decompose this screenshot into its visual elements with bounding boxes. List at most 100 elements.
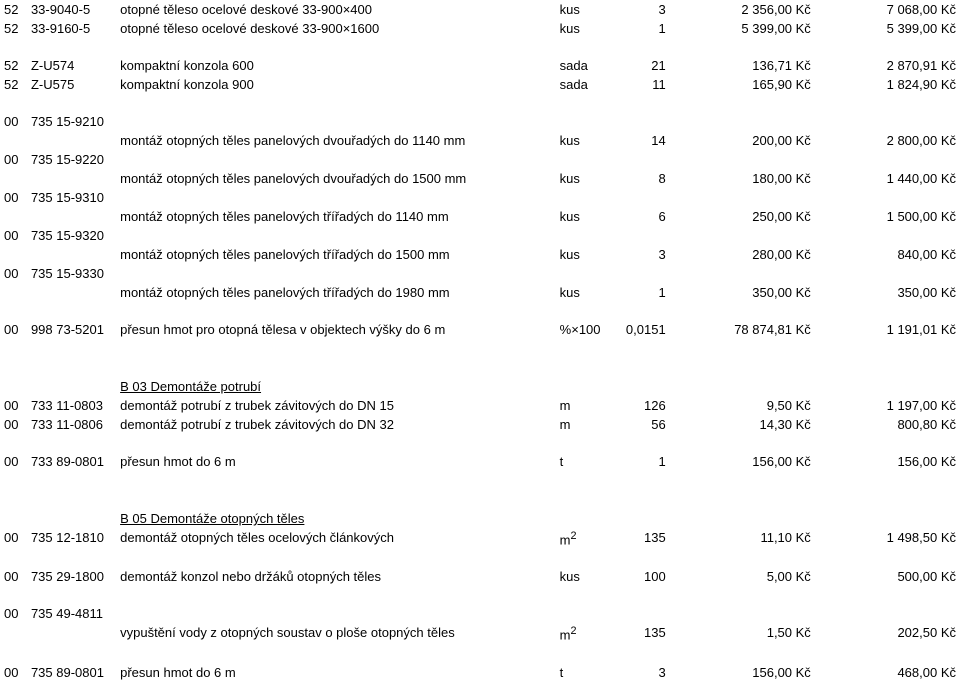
cell-code <box>27 207 116 226</box>
cell-desc: přesun hmot pro otopná tělesa v objektec… <box>116 320 556 339</box>
cell-desc: vypuštění vody z otopných soustav o ploš… <box>116 623 556 644</box>
cell-unit-price: 2 356,00 Kč <box>670 0 815 19</box>
cell-desc: kompaktní konzola 600 <box>116 56 556 75</box>
cell-unit: kus <box>556 283 608 302</box>
cell-desc: přesun hmot do 6 m <box>116 663 556 682</box>
cell-code: 735 15-9220 <box>27 150 116 169</box>
spacer-cell <box>0 302 960 320</box>
cell-desc <box>116 226 960 245</box>
cell-unit: kus <box>556 567 608 586</box>
cell-unit-price: 136,71 Kč <box>670 56 815 75</box>
cell-code: 733 11-0803 <box>27 396 116 415</box>
cell-desc: kompaktní konzola 900 <box>116 75 556 94</box>
cell-total: 800,80 Kč <box>815 415 960 434</box>
cell-unit: kus <box>556 131 608 150</box>
cell-unit-price: 156,00 Kč <box>670 452 815 471</box>
cell-desc: montáž otopných těles panelových třířadý… <box>116 283 556 302</box>
cell-desc: montáž otopných těles panelových třířadý… <box>116 207 556 226</box>
table-row: 52Z-U574kompaktní konzola 600sada21136,7… <box>0 56 960 75</box>
table-row: 00735 15-9330 <box>0 264 960 283</box>
cell-qty: 1 <box>608 452 670 471</box>
cell-unit: kus <box>556 245 608 264</box>
cell-desc: montáž otopných těles panelových třířadý… <box>116 245 556 264</box>
cell-qty: 1 <box>608 19 670 38</box>
table-row <box>0 549 960 567</box>
table-row <box>0 586 960 604</box>
table-row: 00735 12-1810demontáž otopných těles oce… <box>0 528 960 549</box>
cell-code <box>27 623 116 644</box>
cell-code <box>27 377 116 396</box>
cell-index <box>0 623 27 644</box>
table-row <box>0 645 960 663</box>
table-row <box>0 339 960 377</box>
table-row: 00735 15-9210 <box>0 112 960 131</box>
cell-total: 156,00 Kč <box>815 452 960 471</box>
pricing-table: 5233-9040-5otopné těleso ocelové deskové… <box>0 0 960 682</box>
cell-unit: m <box>556 396 608 415</box>
cell-qty: 100 <box>608 567 670 586</box>
table-row: 00735 89-0801přesun hmot do 6 mt3156,00 … <box>0 663 960 682</box>
cell-unit: kus <box>556 0 608 19</box>
cell-code: 735 15-9210 <box>27 112 116 131</box>
table-row: 00735 15-9320 <box>0 226 960 245</box>
cell-code <box>27 131 116 150</box>
cell-index: 00 <box>0 528 27 549</box>
cell-total: 840,00 Kč <box>815 245 960 264</box>
cell-total: 5 399,00 Kč <box>815 19 960 38</box>
table-row: montáž otopných těles panelových dvouřad… <box>0 169 960 188</box>
cell-index: 00 <box>0 264 27 283</box>
cell-unit: kus <box>556 207 608 226</box>
table-row: 00735 29-1800demontáž konzol nebo držáků… <box>0 567 960 586</box>
cell-code <box>27 245 116 264</box>
cell-index: 00 <box>0 663 27 682</box>
cell-code: 33-9040-5 <box>27 0 116 19</box>
cell-desc: demontáž konzol nebo držáků otopných těl… <box>116 567 556 586</box>
cell-unit-price: 180,00 Kč <box>670 169 815 188</box>
cell-unit: t <box>556 663 608 682</box>
cell-unit-price: 11,10 Kč <box>670 528 815 549</box>
cell-desc <box>116 188 960 207</box>
cell-unit: sada <box>556 56 608 75</box>
cell-unit: sada <box>556 75 608 94</box>
cell-index <box>0 169 27 188</box>
cell-total: 202,50 Kč <box>815 623 960 644</box>
cell-desc <box>116 604 960 623</box>
cell-code: 733 89-0801 <box>27 452 116 471</box>
cell-code <box>27 283 116 302</box>
cell-total: 2 870,91 Kč <box>815 56 960 75</box>
cell-code: 735 89-0801 <box>27 663 116 682</box>
cell-index: 00 <box>0 150 27 169</box>
section-heading: B 03 Demontáže potrubí <box>116 377 960 396</box>
cell-qty: 3 <box>608 245 670 264</box>
cell-unit-price: 1,50 Kč <box>670 623 815 644</box>
cell-total: 7 068,00 Kč <box>815 0 960 19</box>
cell-unit-price: 78 874,81 Kč <box>670 320 815 339</box>
cell-unit-price: 350,00 Kč <box>670 283 815 302</box>
cell-total: 1 440,00 Kč <box>815 169 960 188</box>
table-row: vypuštění vody z otopných soustav o ploš… <box>0 623 960 644</box>
cell-desc <box>116 112 960 131</box>
cell-total: 350,00 Kč <box>815 283 960 302</box>
cell-unit: m <box>556 415 608 434</box>
table-row: 00733 11-0803demontáž potrubí z trubek z… <box>0 396 960 415</box>
cell-desc: přesun hmot do 6 m <box>116 452 556 471</box>
spacer-cell <box>0 94 960 112</box>
table-row <box>0 434 960 452</box>
table-row: montáž otopných těles panelových třířadý… <box>0 245 960 264</box>
cell-index: 52 <box>0 19 27 38</box>
cell-desc: montáž otopných těles panelových dvouřad… <box>116 169 556 188</box>
cell-unit: t <box>556 452 608 471</box>
section-heading: B 05 Demontáže otopných těles <box>116 509 960 528</box>
cell-code: 733 11-0806 <box>27 415 116 434</box>
cell-unit-price: 200,00 Kč <box>670 131 815 150</box>
cell-unit: %×100 <box>556 320 608 339</box>
cell-code: 735 15-9330 <box>27 264 116 283</box>
cell-desc: otopné těleso ocelové deskové 33-900×400 <box>116 0 556 19</box>
cell-code: 735 49-4811 <box>27 604 116 623</box>
cell-qty: 14 <box>608 131 670 150</box>
table-row: montáž otopných těles panelových třířadý… <box>0 283 960 302</box>
spacer-cell <box>0 586 960 604</box>
cell-total: 1 498,50 Kč <box>815 528 960 549</box>
cell-code: 33-9160-5 <box>27 19 116 38</box>
table-row <box>0 94 960 112</box>
